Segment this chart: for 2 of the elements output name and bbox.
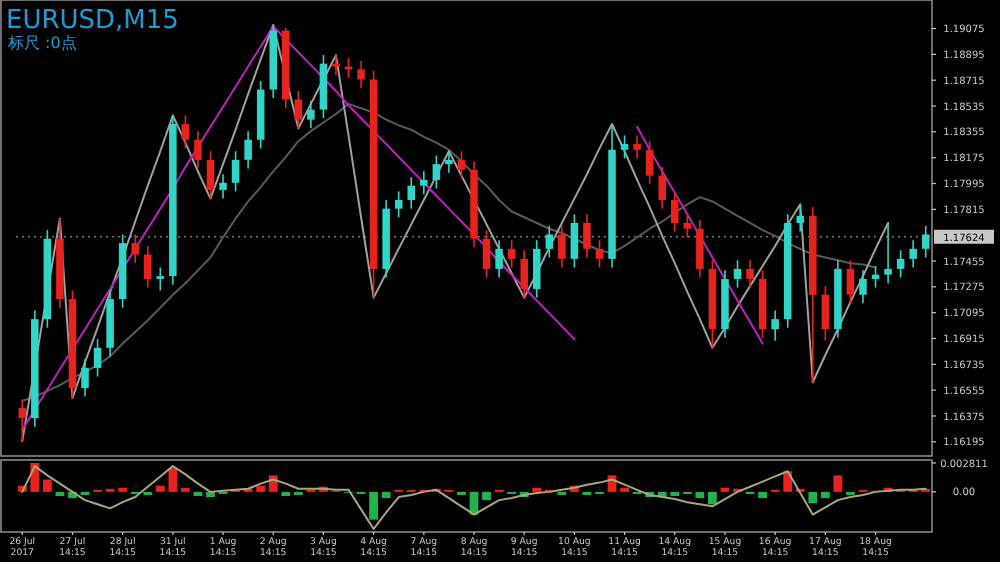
text: 标尺 :0点	[6, 34, 77, 52]
chart-title: EURUSD,M15	[6, 6, 179, 36]
